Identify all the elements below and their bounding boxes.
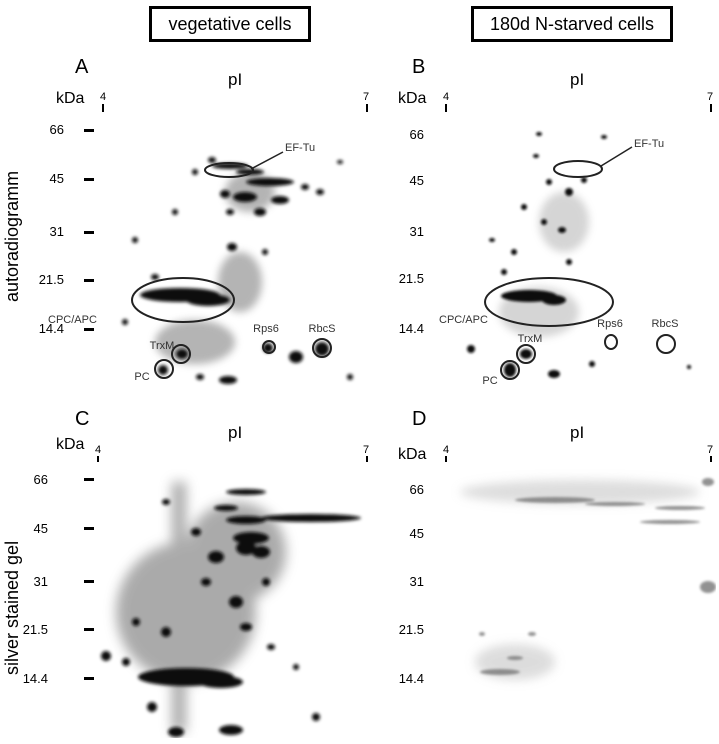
header-vegetative-cells: vegetative cells (149, 6, 311, 42)
gel-image-c (96, 462, 372, 738)
panel-c-tick-66 (84, 478, 94, 481)
header-vegetative-label: vegetative cells (168, 13, 292, 34)
panel-b-mw-45: 45 (409, 173, 424, 188)
panel-a-ph-tick-4 (102, 104, 104, 113)
panel-c-ph-tick-4 (97, 456, 99, 465)
panel-b-mw-14-4: 14.4 (398, 321, 424, 336)
panel-a-mw-45: 45 (49, 171, 64, 186)
panel-c-kda-label: kDa (56, 436, 85, 453)
panel-d-pi-label: pI (570, 423, 585, 442)
panel-a-pi-label: pI (228, 70, 243, 89)
panel-c-tick-14-4 (84, 677, 94, 680)
panel-a-mw-31: 31 (49, 224, 64, 239)
panel-b-label-cpc-apc: CPC/APC (439, 314, 488, 326)
gel-image-b: EF-Tu TrxM PC Rps6 RbcS (444, 112, 714, 388)
panel-c-mw-14-4: 14.4 (22, 671, 48, 686)
panel-d-ph-7: 7 (707, 444, 714, 456)
panel-d-mw-45: 45 (409, 526, 424, 541)
panel-d-ph-4: 4 (443, 444, 450, 456)
panel-c-ph-tick-7 (366, 456, 368, 465)
panel-a-tick-14-4 (84, 328, 94, 331)
panel-c-mw-21-5: 21.5 (22, 622, 48, 637)
panel-a-mw-66: 66 (49, 122, 64, 137)
panel-a-kda-label: kDa (56, 90, 85, 107)
panel-b-label-rbcs: RbcS (652, 318, 679, 330)
panel-c-mw-66: 66 (33, 472, 48, 487)
panel-a-label-cpc-apc: CPC/APC (48, 314, 97, 326)
panel-b-ph-tick-4 (445, 104, 447, 113)
gel-image-a: EF-Tu TrxM PC Rps6 RbcS (100, 112, 372, 388)
panel-a-label-trxm: TrxM (150, 340, 175, 352)
panel-a-ph-4: 4 (100, 91, 107, 103)
panel-c-tick-45 (84, 527, 94, 530)
panel-b-mw-66: 66 (409, 127, 424, 142)
row-label-silver-stained-gel: silver stained gel (2, 540, 22, 675)
panel-d-mw-21-5: 21.5 (398, 622, 424, 637)
panel-c-mw-31: 31 (33, 574, 48, 589)
panel-a-label-pc: PC (134, 371, 149, 383)
header-n-starved-cells: 180d N-starved cells (471, 6, 673, 42)
panel-b-label-rps6: Rps6 (597, 318, 623, 330)
panel-a-mw-14-4: 14.4 (38, 321, 64, 336)
panel-letter-a: A (75, 56, 89, 78)
panel-a-label-rbcs: RbcS (309, 323, 336, 335)
panel-a-ph-7: 7 (363, 91, 370, 103)
panel-a-tick-31 (84, 231, 94, 234)
panel-a-ph-tick-7 (366, 104, 368, 113)
panel-b-pi-label: pI (570, 70, 585, 89)
panel-a-tick-66 (84, 129, 94, 132)
panel-b-label-pc: PC (482, 375, 497, 387)
panel-d-ph-tick-4 (445, 456, 447, 465)
panel-b-mw-21-5: 21.5 (398, 271, 424, 286)
panel-c-tick-31 (84, 580, 94, 583)
panel-a-tick-21-5 (84, 279, 94, 282)
panel-b-kda-label: kDa (398, 90, 427, 107)
panel-letter-d: D (412, 408, 427, 430)
panel-b-ph-4: 4 (443, 91, 450, 103)
panel-a-label-rps6: Rps6 (253, 323, 279, 335)
panel-d-ph-tick-7 (710, 456, 712, 465)
panel-d-mw-66: 66 (409, 482, 424, 497)
panel-b-ph-tick-7 (710, 104, 712, 113)
panel-d-mw-31: 31 (409, 574, 424, 589)
panel-b-mw-31: 31 (409, 224, 424, 239)
header-n-starved-label: 180d N-starved cells (489, 13, 655, 34)
panel-d-kda-label: kDa (398, 446, 427, 463)
panel-c-ph-4: 4 (95, 444, 102, 456)
panel-d-mw-14-4: 14.4 (398, 671, 424, 686)
panel-c-ph-7: 7 (363, 444, 370, 456)
panel-c-tick-21-5 (84, 628, 94, 631)
panel-c-pi-label: pI (228, 423, 243, 442)
panel-letter-c: C (75, 408, 90, 430)
gel-image-d (440, 462, 716, 738)
panel-b-label-trxm: TrxM (518, 333, 543, 345)
panel-a-label-ef-tu: EF-Tu (285, 142, 315, 154)
panel-b-label-ef-tu: EF-Tu (634, 138, 664, 150)
panel-a-mw-21-5: 21.5 (38, 272, 64, 287)
panel-letter-b: B (412, 56, 426, 78)
panel-a-tick-45 (84, 178, 94, 181)
panel-b-ph-7: 7 (707, 91, 714, 103)
panel-c-mw-45: 45 (33, 521, 48, 536)
